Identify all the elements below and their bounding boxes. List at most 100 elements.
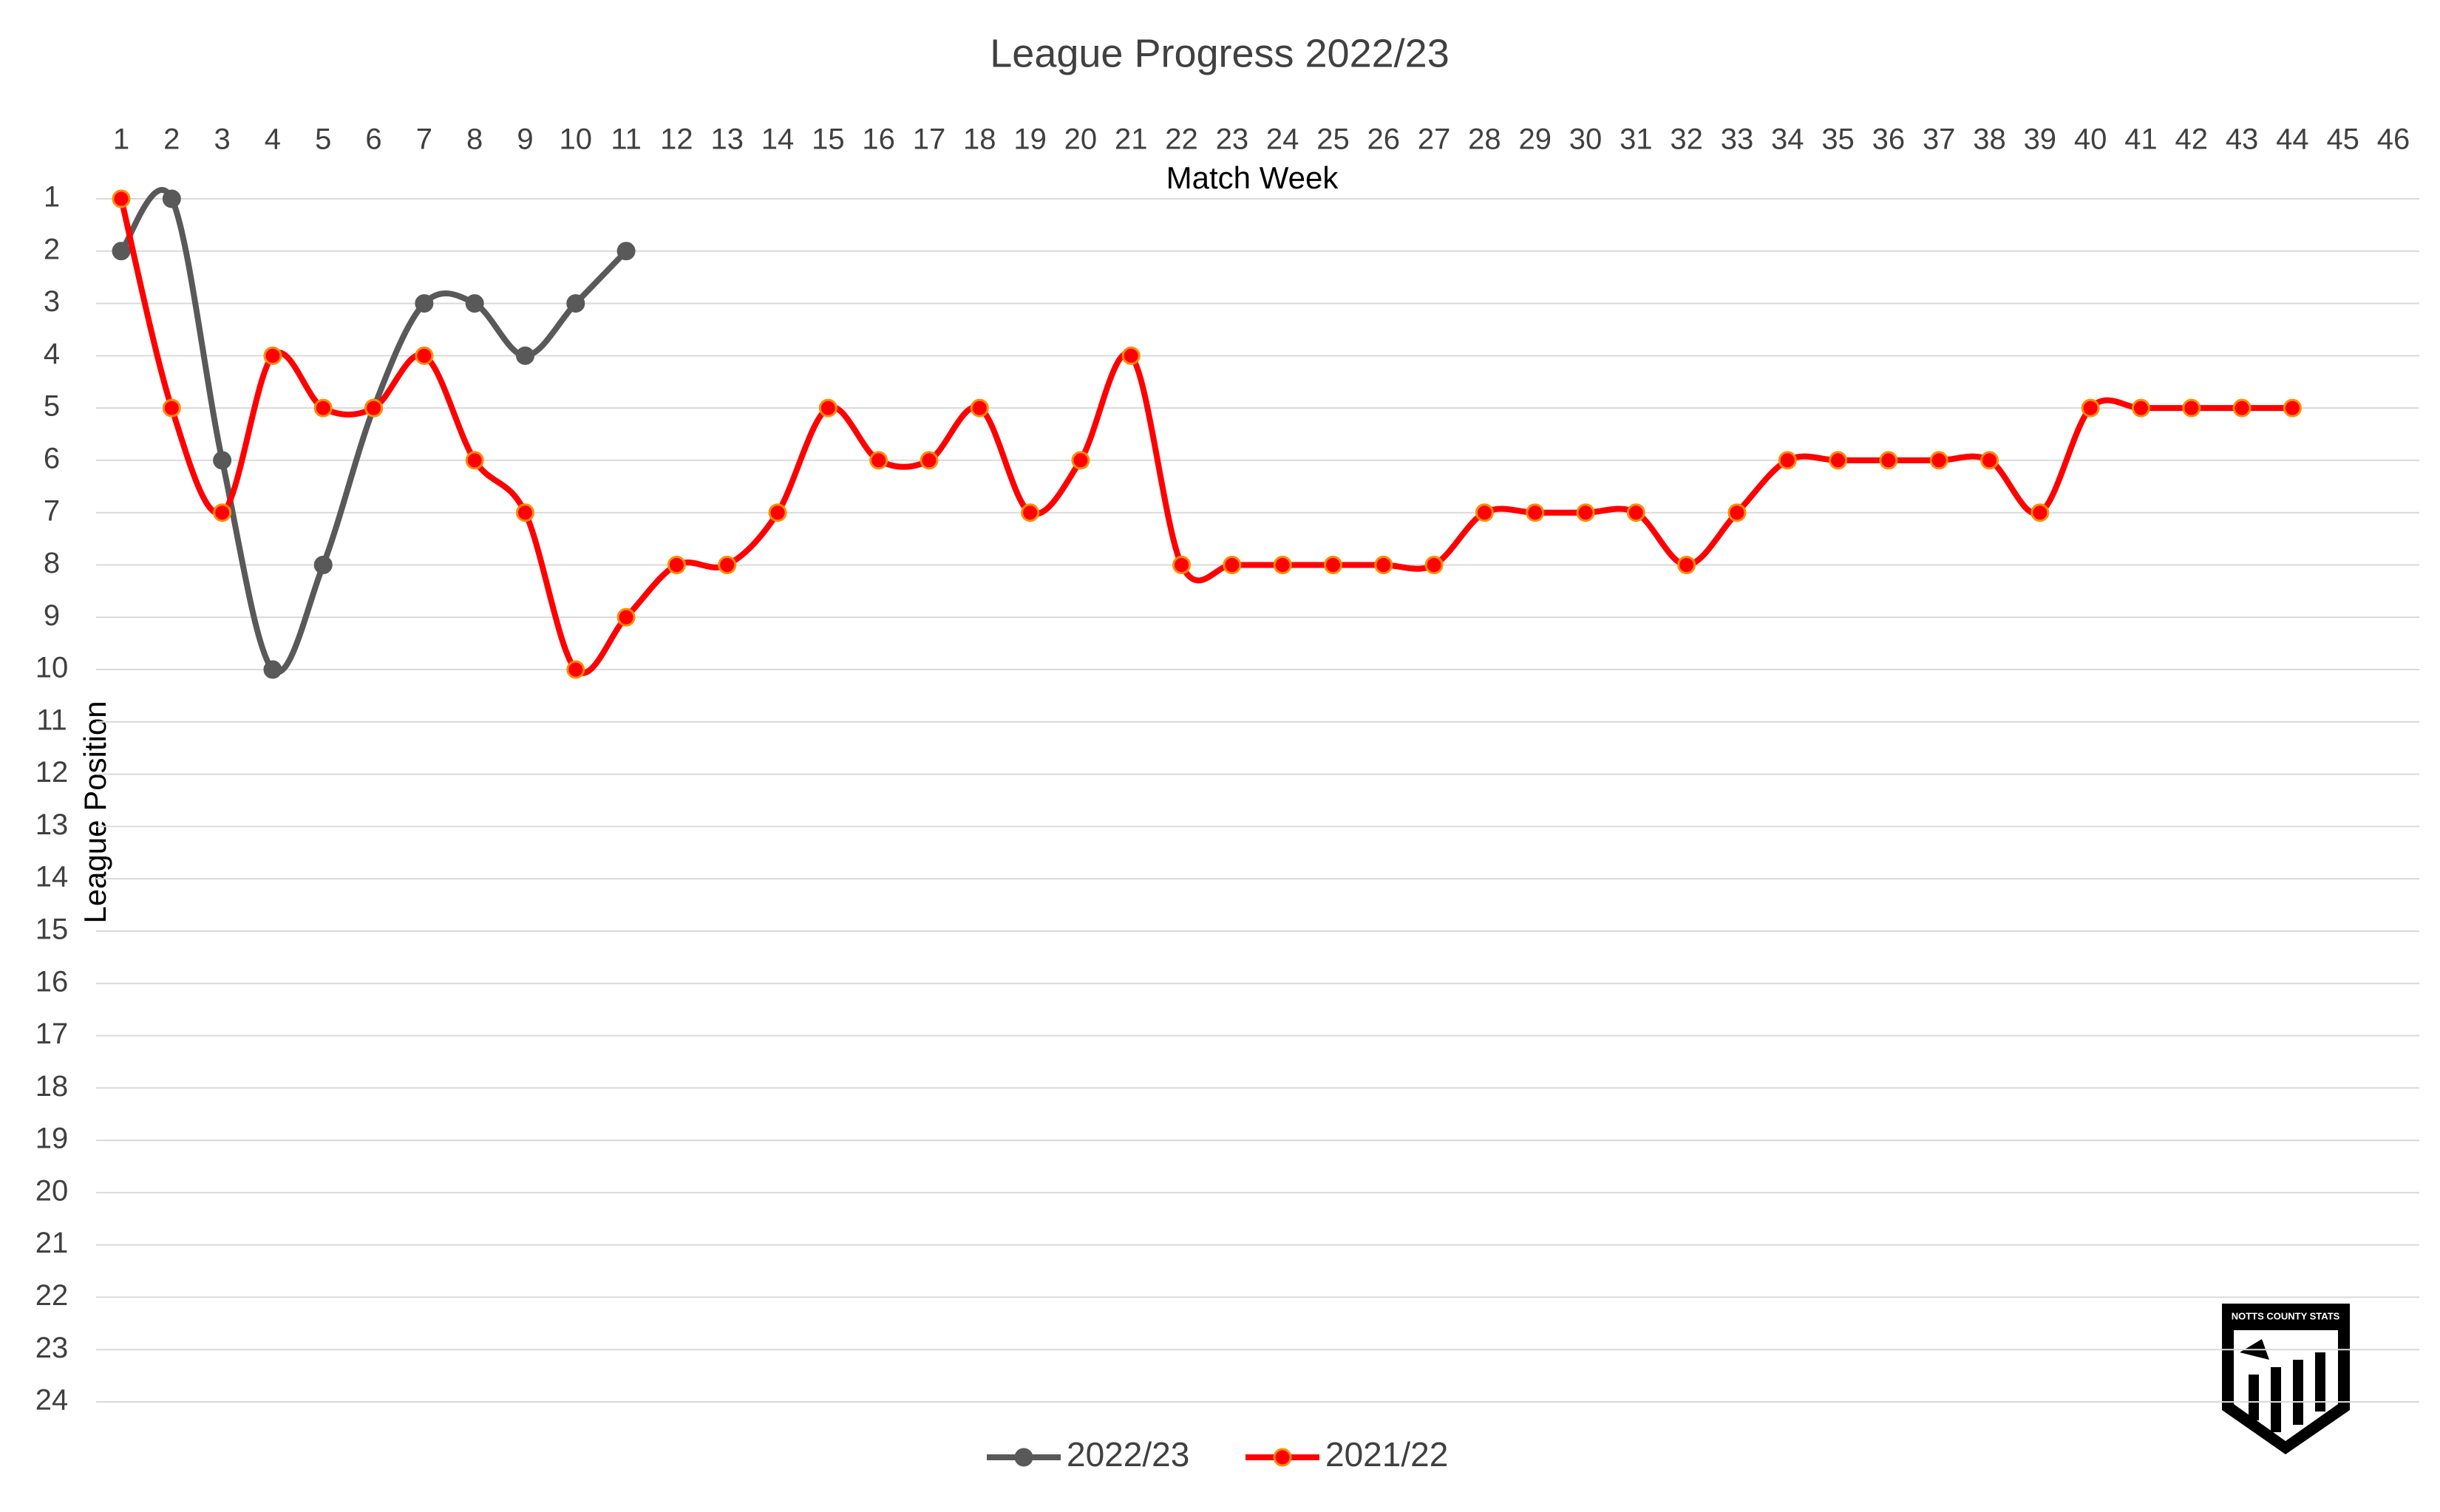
x-tick-label: 1 (113, 123, 129, 156)
y-tick-label: 16 (35, 965, 69, 998)
y-tick-label: 8 (44, 547, 60, 579)
x-tick-label: 3 (214, 123, 230, 156)
data-point (1576, 503, 1595, 522)
x-axis-label: Match Week (1166, 160, 1339, 195)
data-point (818, 398, 837, 418)
y-tick-label: 24 (35, 1384, 69, 1417)
x-tick-label: 37 (1923, 123, 1956, 156)
x-tick-label: 29 (1518, 123, 1552, 156)
data-point (1626, 503, 1645, 522)
data-point (1929, 451, 1948, 470)
x-tick-label: 9 (517, 123, 533, 156)
data-point (263, 346, 282, 365)
data-point (1374, 555, 1393, 574)
x-tick-label: 40 (2074, 123, 2107, 156)
data-point (515, 346, 534, 365)
legend-marker (1014, 1448, 1033, 1467)
y-tick-label: 1 (44, 181, 60, 214)
x-tick-label: 19 (1013, 123, 1047, 156)
x-tick-label: 6 (365, 123, 381, 156)
data-point (920, 451, 939, 470)
y-tick-label: 3 (44, 285, 60, 318)
data-point (1424, 555, 1444, 574)
x-tick-label: 43 (2226, 123, 2259, 156)
x-tick-label: 14 (761, 123, 795, 156)
y-tick-label: 11 (36, 704, 67, 736)
data-point (2182, 398, 2201, 418)
data-point (112, 242, 131, 261)
y-tick-label: 4 (44, 338, 60, 370)
data-point (415, 294, 434, 313)
legend: 2022/23 2021/22 (987, 1435, 1448, 1474)
data-point (313, 398, 333, 418)
x-tick-label: 24 (1266, 123, 1299, 156)
data-point (1021, 503, 1040, 522)
logo-text: NOTTS COUNTY STATS (2232, 1310, 2340, 1321)
y-tick-label: 15 (35, 913, 69, 946)
x-tick-label: 4 (265, 123, 281, 156)
chart-title: League Progress 2022/23 (990, 31, 1449, 75)
x-tick-label: 28 (1468, 123, 1501, 156)
y-tick-label: 18 (35, 1070, 69, 1103)
x-tick-label: 34 (1771, 123, 1804, 156)
y-tick-label: 14 (35, 861, 69, 893)
data-point (1121, 346, 1141, 365)
data-point (869, 451, 888, 470)
y-axis-label: League Position (78, 701, 112, 923)
data-point (415, 346, 434, 365)
data-point (162, 189, 181, 208)
y-tick-label: 12 (35, 756, 69, 789)
data-point (616, 607, 636, 627)
series-line (118, 198, 2293, 676)
data-point (213, 451, 232, 470)
y-tick-label: 7 (44, 494, 60, 527)
x-tick-label: 20 (1064, 123, 1098, 156)
x-tick-label: 2 (163, 123, 180, 156)
x-tick-label: 26 (1367, 123, 1401, 156)
x-tick-label: 5 (315, 123, 331, 156)
data-point (1526, 503, 1545, 522)
data-point (667, 555, 686, 574)
legend-label: 2022/23 (1067, 1435, 1189, 1474)
y-tick-label: 23 (35, 1332, 69, 1364)
x-tick-label: 8 (466, 123, 483, 156)
data-point (1677, 555, 1696, 574)
data-point (1475, 503, 1494, 522)
x-tick-label: 30 (1569, 123, 1603, 156)
y-tick-label: 10 (35, 652, 69, 684)
data-point (2081, 398, 2100, 418)
data-point (616, 242, 636, 261)
x-tick-label: 12 (660, 123, 693, 156)
x-tick-label: 41 (2124, 123, 2158, 156)
data-point (1223, 555, 1242, 574)
data-point (515, 503, 534, 522)
y-tick-label: 5 (44, 390, 60, 423)
x-tick-label: 22 (1165, 123, 1198, 156)
x-tick-label: 11 (611, 123, 642, 156)
x-tick-label: 33 (1721, 123, 1754, 156)
x-tick-label: 21 (1115, 123, 1148, 156)
x-tick-label: 17 (913, 123, 946, 156)
x-tick-label: 45 (2326, 123, 2359, 156)
data-point (1071, 451, 1090, 470)
x-tick-label: 23 (1216, 123, 1249, 156)
legend-marker (1273, 1448, 1292, 1467)
x-tick-label: 13 (710, 123, 744, 156)
y-tick-label: 19 (35, 1123, 69, 1155)
data-point (1323, 555, 1342, 574)
data-point (1778, 451, 1797, 470)
x-tick-label: 27 (1418, 123, 1451, 156)
y-tick-label: 9 (44, 599, 60, 632)
data-point (313, 555, 333, 574)
data-point (1829, 451, 1848, 470)
data-point (768, 503, 787, 522)
x-tick-label: 35 (1821, 123, 1855, 156)
x-tick-label: 25 (1316, 123, 1350, 156)
data-point (718, 555, 737, 574)
x-tick-label: 18 (963, 123, 996, 156)
x-tick-label: 44 (2276, 123, 2309, 156)
x-tick-label: 36 (1872, 123, 1906, 156)
data-point (263, 660, 282, 679)
data-point (112, 189, 131, 208)
